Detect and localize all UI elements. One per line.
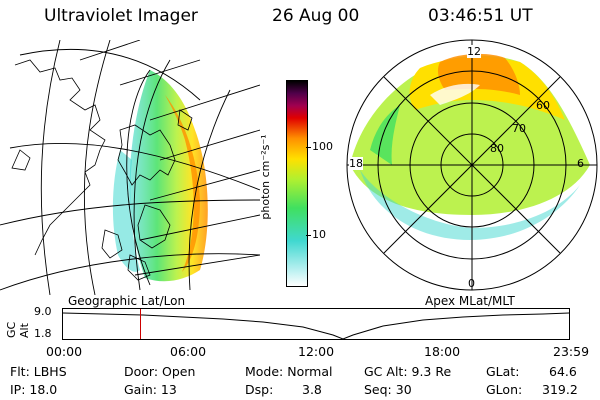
timeline-xtick-1800: 18:00 — [424, 344, 461, 359]
colorbar-tick-mark — [306, 147, 311, 148]
timeline-xtick-2359: 23:59 — [553, 344, 590, 359]
gain-status: Gain: 13 — [124, 382, 177, 397]
app-title: Ultraviolet Imager — [44, 6, 198, 26]
right-panel-caption: Apex MLat/MLT — [425, 294, 515, 308]
gc-alt-status: GC Alt: 9.3 Re — [364, 364, 452, 379]
dsp-value: 3.8 — [302, 382, 322, 397]
glon-label: GLon: — [486, 382, 523, 397]
current-time-marker — [140, 309, 141, 339]
dsp-label: Dsp: — [245, 382, 274, 397]
door-status: Door: Open — [124, 364, 196, 379]
timeline-ytick-high: 9.0 — [34, 305, 52, 318]
mlat-label-80: 80 — [490, 142, 504, 155]
mlat-label-70: 70 — [512, 122, 526, 135]
glat-value: 64.6 — [549, 364, 577, 379]
timeline-xtick-1200: 12:00 — [298, 344, 335, 359]
intensity-colorbar — [286, 80, 308, 287]
colorbar-tick-mark — [306, 235, 311, 236]
left-panel-caption: Geographic Lat/Lon — [68, 294, 186, 308]
timeline-xtick-0000: 00:00 — [46, 344, 83, 359]
time-label: 03:46:51 UT — [428, 6, 533, 26]
mlt-label-bottom: 0 — [468, 277, 475, 290]
mode-status: Mode: Normal — [245, 364, 333, 379]
mlt-label-right: 6 — [577, 157, 584, 170]
timeline-xtick-0600: 06:00 — [170, 344, 207, 359]
glat-label: GLat: — [486, 364, 520, 379]
altitude-timeline-plot — [62, 308, 570, 340]
ip-status: IP: 18.0 — [10, 382, 58, 397]
mlt-label-top: 12 — [467, 45, 481, 58]
colorbar-tick-10: 10 — [312, 228, 326, 241]
date-label: 26 Aug 00 — [272, 6, 360, 26]
timeline-axis-label: GC Alt — [5, 321, 31, 338]
colorbar-tick-100: 100 — [312, 140, 333, 153]
aurora-emission-region — [129, 70, 208, 282]
mlat-label-60: 60 — [536, 99, 550, 112]
seq-status: Seq: 30 — [364, 382, 412, 397]
timeline-ytick-low: 1.8 — [34, 327, 52, 340]
glon-value: 319.2 — [542, 382, 578, 397]
mlt-label-left: 18 — [349, 157, 363, 170]
altitude-curve — [63, 312, 569, 339]
filter-status: Flt: LBHS — [10, 364, 67, 379]
